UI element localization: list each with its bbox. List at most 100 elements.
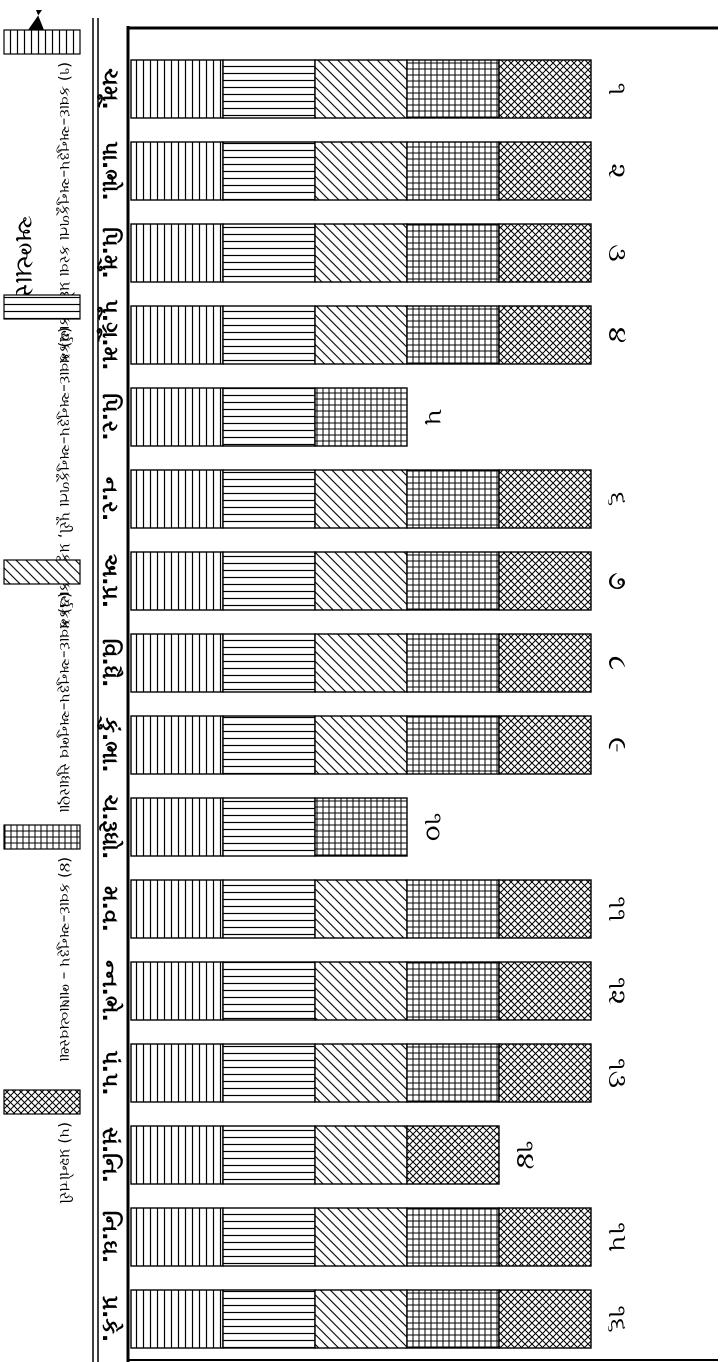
x-tick-label: વિ.ધૈ. <box>97 639 124 688</box>
bar-segment <box>406 141 500 201</box>
bar-segment <box>222 551 316 611</box>
bar-segment <box>222 715 316 775</box>
bar-segment <box>314 141 408 201</box>
legend-label: (૧) કવાદ–અનુરૂપ–અનુકૂળતા કરવા પ્રદેશ કાર… <box>56 62 75 364</box>
legend-swatch <box>3 294 81 320</box>
bar-segment <box>314 715 408 775</box>
y-axis-label: અભ્યાસ <box>9 215 39 305</box>
x-tick-labels: ચમૂ. પા.ભો. પિ.મુ. પૂ.ગ્રૂ.મ. પિ.ર. ન.ર. અ.પ્ર… <box>96 68 124 1342</box>
x-tick-label: મ.વ. <box>97 886 122 932</box>
bar-number-label: ૧૧ <box>602 896 632 921</box>
bar-segment <box>130 715 224 775</box>
x-tick-label: પિ.ર. <box>97 393 123 440</box>
bar-segment <box>406 633 500 693</box>
bar-segment <box>498 469 592 529</box>
bar-segment <box>222 305 316 365</box>
bar-segment <box>498 1289 592 1349</box>
x-tick-label: ન્ન.ભે. <box>97 960 124 1022</box>
bar-segment <box>130 141 224 201</box>
bar-segment <box>222 223 316 283</box>
x-tick-label: કું.ભા. <box>97 715 122 773</box>
bar-segment <box>222 1043 316 1103</box>
bar-segment <box>222 797 316 857</box>
bar-segment <box>314 551 408 611</box>
bar-segment <box>314 59 408 119</box>
legend-label: (૨) કવાદ–અનુરૂપ–અનુકૂળતા પૂરી, પ્રકૃતિ ક… <box>56 327 74 629</box>
x-tick-label: પ્ર.કે. <box>97 1295 124 1342</box>
bar-segment <box>406 1207 500 1267</box>
bar-segment <box>314 1125 408 1185</box>
bar-number-label: ૫ <box>418 408 448 425</box>
bar-segment <box>498 141 592 201</box>
x-tick-label: સં.નિ. <box>97 1127 123 1183</box>
bar-number-label: ૩ <box>602 244 632 261</box>
bar-segment <box>222 1289 316 1349</box>
bar-segment <box>498 633 592 693</box>
bar-segment <box>130 1043 224 1103</box>
bar-number-label: ૧૦ <box>418 813 448 841</box>
bar-segment <box>222 879 316 939</box>
bar-number-label: ૧ <box>602 83 632 96</box>
bar-segment <box>314 223 408 283</box>
bar-segment <box>406 879 500 939</box>
bar-segment <box>406 715 500 775</box>
bar-number-label: ૧૪ <box>510 1141 540 1170</box>
legend-label: (૫) પ્રશ્નોત્તરી <box>56 1122 74 1204</box>
bar-segment <box>406 305 500 365</box>
bar-segment <box>130 961 224 1021</box>
bar-segment <box>406 1043 500 1103</box>
bar-segment <box>222 59 316 119</box>
bar-segment <box>406 551 500 611</box>
bar-segment <box>222 633 316 693</box>
bar-segment <box>406 961 500 1021</box>
bar-segment <box>222 961 316 1021</box>
x-tick-label: ચમૂ. <box>97 68 122 110</box>
bar-segment <box>314 305 408 365</box>
bar-segment <box>498 223 592 283</box>
bar-segment <box>314 1043 408 1103</box>
bar-segment <box>130 633 224 693</box>
x-tick-label: પિ.મુ. <box>97 227 123 279</box>
legend-swatch <box>3 559 81 585</box>
bar-number-label: ૧૨ <box>602 977 632 1005</box>
legend-swatch <box>3 29 81 55</box>
bar-segment <box>498 305 592 365</box>
x-tick-label: નિ.ઘ. <box>97 1211 123 1263</box>
bar-segment <box>130 1289 224 1349</box>
bar-segment <box>130 223 224 283</box>
bar-segment <box>314 469 408 529</box>
bar-segment <box>498 551 592 611</box>
bar-segment <box>130 551 224 611</box>
bar-segment <box>130 797 224 857</box>
bar-number-label: ૭ <box>602 572 632 590</box>
bar-number-label: ૧૬ <box>602 1305 632 1332</box>
bars <box>130 59 592 1349</box>
bar-segment <box>498 59 592 119</box>
x-tick-label: પૂ.ગ્રૂ.મ. <box>96 300 122 371</box>
bar-segment <box>406 1125 500 1185</box>
bar-segment <box>314 961 408 1021</box>
bar-number-label: ૧૫ <box>602 1222 632 1252</box>
bar-segment <box>130 1125 224 1185</box>
bar-segment <box>314 633 408 693</box>
bar-segment <box>314 797 408 857</box>
legend-label: (૪) કવાદ–અનુરૂપ – ભાષાવ્યવસ્થા <box>56 857 74 1062</box>
bar-segment <box>222 387 316 447</box>
bar-segment <box>130 387 224 447</box>
bar-segment <box>498 1207 592 1267</box>
legend-swatch <box>3 1089 81 1115</box>
bar-segment <box>130 1207 224 1267</box>
bar-number-label: ૧૩ <box>602 1058 632 1088</box>
bar-segment <box>498 879 592 939</box>
bar-segment <box>498 961 592 1021</box>
bar-segment <box>406 1289 500 1349</box>
x-tick-label: ન.ર. <box>97 477 122 521</box>
chart-frame <box>92 18 718 1362</box>
legend-swatch <box>3 824 81 850</box>
bar-number-label: ૨ <box>602 163 632 178</box>
bar-number-label: ૬ <box>602 492 632 507</box>
